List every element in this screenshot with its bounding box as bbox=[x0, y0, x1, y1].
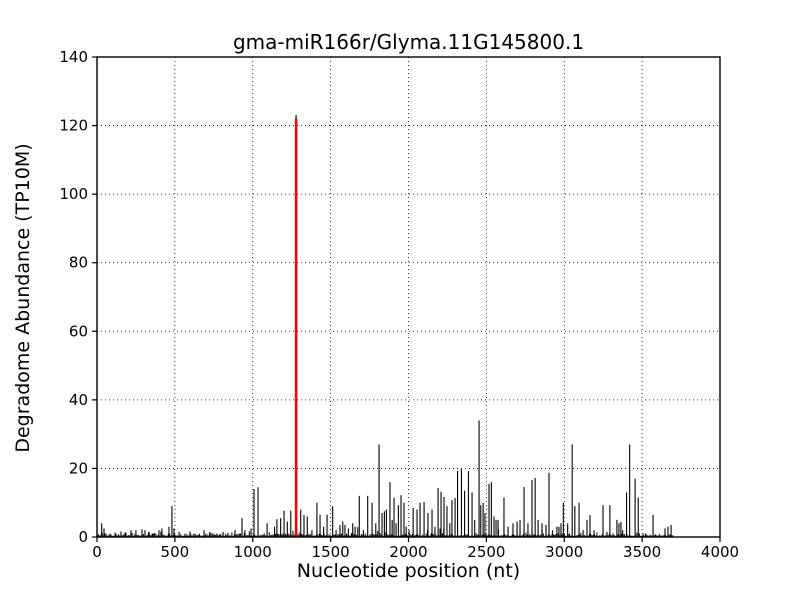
y-tick-label: 120 bbox=[59, 117, 88, 135]
y-axis-label: Degradome Abundance (TP10M) bbox=[12, 143, 34, 453]
x-tick-label: 3000 bbox=[545, 543, 583, 561]
axis-ticks bbox=[92, 56, 721, 542]
x-tick-label: 1000 bbox=[234, 543, 272, 561]
x-tick-label: 4000 bbox=[701, 543, 739, 561]
x-tick-label: 2500 bbox=[467, 543, 505, 561]
y-tick-label: 80 bbox=[69, 254, 88, 272]
x-tick-label: 2000 bbox=[389, 543, 427, 561]
y-tick-label: 100 bbox=[59, 185, 88, 203]
x-axis-label: Nucleotide position (nt) bbox=[296, 560, 521, 582]
degradome-spikes bbox=[101, 420, 672, 537]
x-tick-label: 1500 bbox=[312, 543, 350, 561]
chart-title: gma-miR166r/Glyma.11G145800.1 bbox=[232, 30, 585, 54]
x-tick-label: 0 bbox=[92, 543, 102, 561]
y-tick-label: 0 bbox=[78, 528, 88, 546]
axis-tick-labels: 0 500 1000 1500 2000 2500 3000 3500 4000 0 20 40 60 8… bbox=[59, 48, 739, 561]
x-tick-label: 3500 bbox=[623, 543, 661, 561]
y-tick-label: 140 bbox=[59, 48, 88, 66]
y-tick-label: 40 bbox=[69, 391, 88, 409]
y-tick-label: 60 bbox=[69, 322, 88, 340]
gridlines bbox=[97, 57, 720, 537]
x-tick-label: 500 bbox=[161, 543, 190, 561]
y-tick-label: 20 bbox=[69, 459, 88, 477]
